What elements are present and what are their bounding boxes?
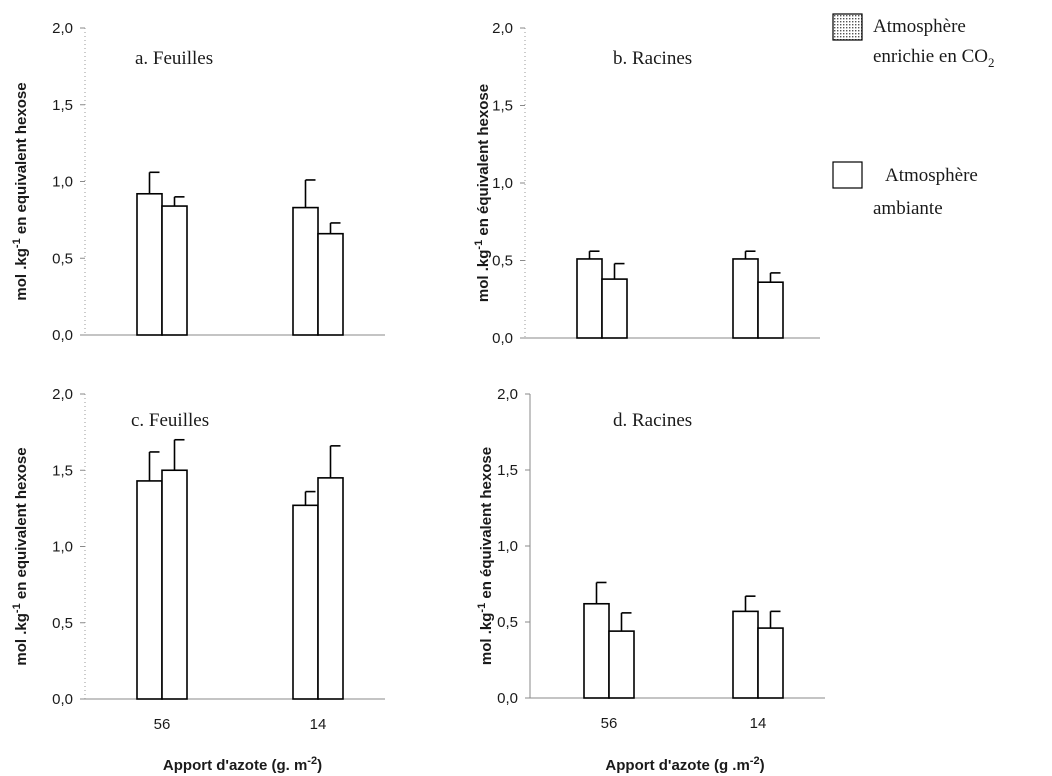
y-tick-label: 0,0 xyxy=(52,691,73,708)
y-tick-label: 2,0 xyxy=(52,20,73,37)
y-tick-label: 0,5 xyxy=(492,253,513,270)
x-axis-label: Apport d'azote (g. m-2) xyxy=(163,755,322,774)
y-tick-label: 1,0 xyxy=(497,538,518,555)
y-tick-label: 1,0 xyxy=(492,175,513,192)
bar-co2-56 xyxy=(583,602,610,699)
bar-ambient-14 xyxy=(757,627,784,699)
panel-title: d. Racines xyxy=(613,410,692,431)
y-tick-label: 1,0 xyxy=(52,539,73,556)
x-tick-label: 14 xyxy=(310,716,327,733)
y-tick-label: 1,5 xyxy=(52,97,73,114)
y-tick-label: 0,5 xyxy=(52,615,73,632)
y-tick-label: 0,5 xyxy=(52,250,73,267)
y-tick-label: 0,0 xyxy=(492,330,513,347)
bar-co2-56 xyxy=(576,258,603,339)
y-tick-label: 2,0 xyxy=(492,20,513,37)
bar-ambient-56 xyxy=(161,469,188,700)
legend-co2-line2: enrichie en CO2 xyxy=(873,46,995,70)
y-tick-label: 1,5 xyxy=(497,462,518,479)
y-tick-label: 0,0 xyxy=(497,690,518,707)
bar-ambient-14 xyxy=(317,477,344,700)
bar-ambient-56 xyxy=(601,278,628,339)
chart-panel-3: 2,0 1,5 1,0 0,5 0,0 mol .kg-1 en equivalent h… xyxy=(11,386,385,774)
y-axis-label: mol .kg-1 en équivalent hexose xyxy=(476,447,495,665)
chart-panel-2: 2,0 1,5 1,0 0,5 0,0 mol .kg-1 en équivalent h… xyxy=(473,20,820,347)
x-tick-label: 56 xyxy=(154,716,171,733)
chart-panel-1: 2,0 1,5 1,0 0,5 0,0 mol .kg-1 en equivalent h… xyxy=(11,20,385,344)
y-tick-label: 0,0 xyxy=(52,327,73,344)
legend: Atmosphère enrichie en CO2 Atmosphère am… xyxy=(832,13,995,219)
x-tick-label: 56 xyxy=(601,715,618,732)
panel-title: b. Racines xyxy=(613,48,692,69)
bar-co2-14 xyxy=(292,206,319,336)
y-axis-label: mol .kg-1 en équivalent hexose xyxy=(473,84,492,302)
y-tick-label: 1,5 xyxy=(52,462,73,479)
x-tick-label: 14 xyxy=(750,715,767,732)
x-axis-label: Apport d'azote (g .m-2) xyxy=(605,755,764,774)
y-axis-label: mol .kg-1 en equivalent hexose xyxy=(11,82,30,300)
bar-co2-56 xyxy=(136,480,163,700)
y-tick-label: 1,0 xyxy=(52,174,73,191)
y-tick-label: 2,0 xyxy=(52,386,73,403)
legend-co2-line1: Atmosphère xyxy=(873,16,966,37)
y-tick-label: 1,5 xyxy=(492,98,513,115)
bar-co2-14 xyxy=(732,610,759,699)
y-tick-label: 0,5 xyxy=(497,614,518,631)
panel-title: c. Feuilles xyxy=(131,410,209,431)
bar-ambient-56 xyxy=(608,630,635,699)
chart-panels: 2,0 1,5 1,0 0,5 0,0 mol .kg-1 en equivalent h… xyxy=(11,20,825,774)
bar-co2-56 xyxy=(136,192,163,336)
chart-panel-4: 2,0 1,5 1,0 0,5 0,0 mol .kg-1 en équivalent h… xyxy=(476,386,825,774)
legend-ambient-line2: ambiante xyxy=(873,198,943,219)
y-axis-label: mol .kg-1 en equivalent hexose xyxy=(11,447,30,665)
bar-co2-14 xyxy=(292,504,319,700)
bar-ambient-56 xyxy=(161,205,188,336)
bar-co2-14 xyxy=(732,258,759,339)
bar-ambient-14 xyxy=(757,281,784,339)
legend-swatch-ambient xyxy=(832,161,863,189)
y-tick-label: 2,0 xyxy=(497,386,518,403)
legend-ambient-line1: Atmosphère xyxy=(885,165,978,186)
panel-title: a. Feuilles xyxy=(135,48,213,69)
legend-swatch-co2 xyxy=(832,13,863,41)
bar-ambient-14 xyxy=(317,232,344,336)
